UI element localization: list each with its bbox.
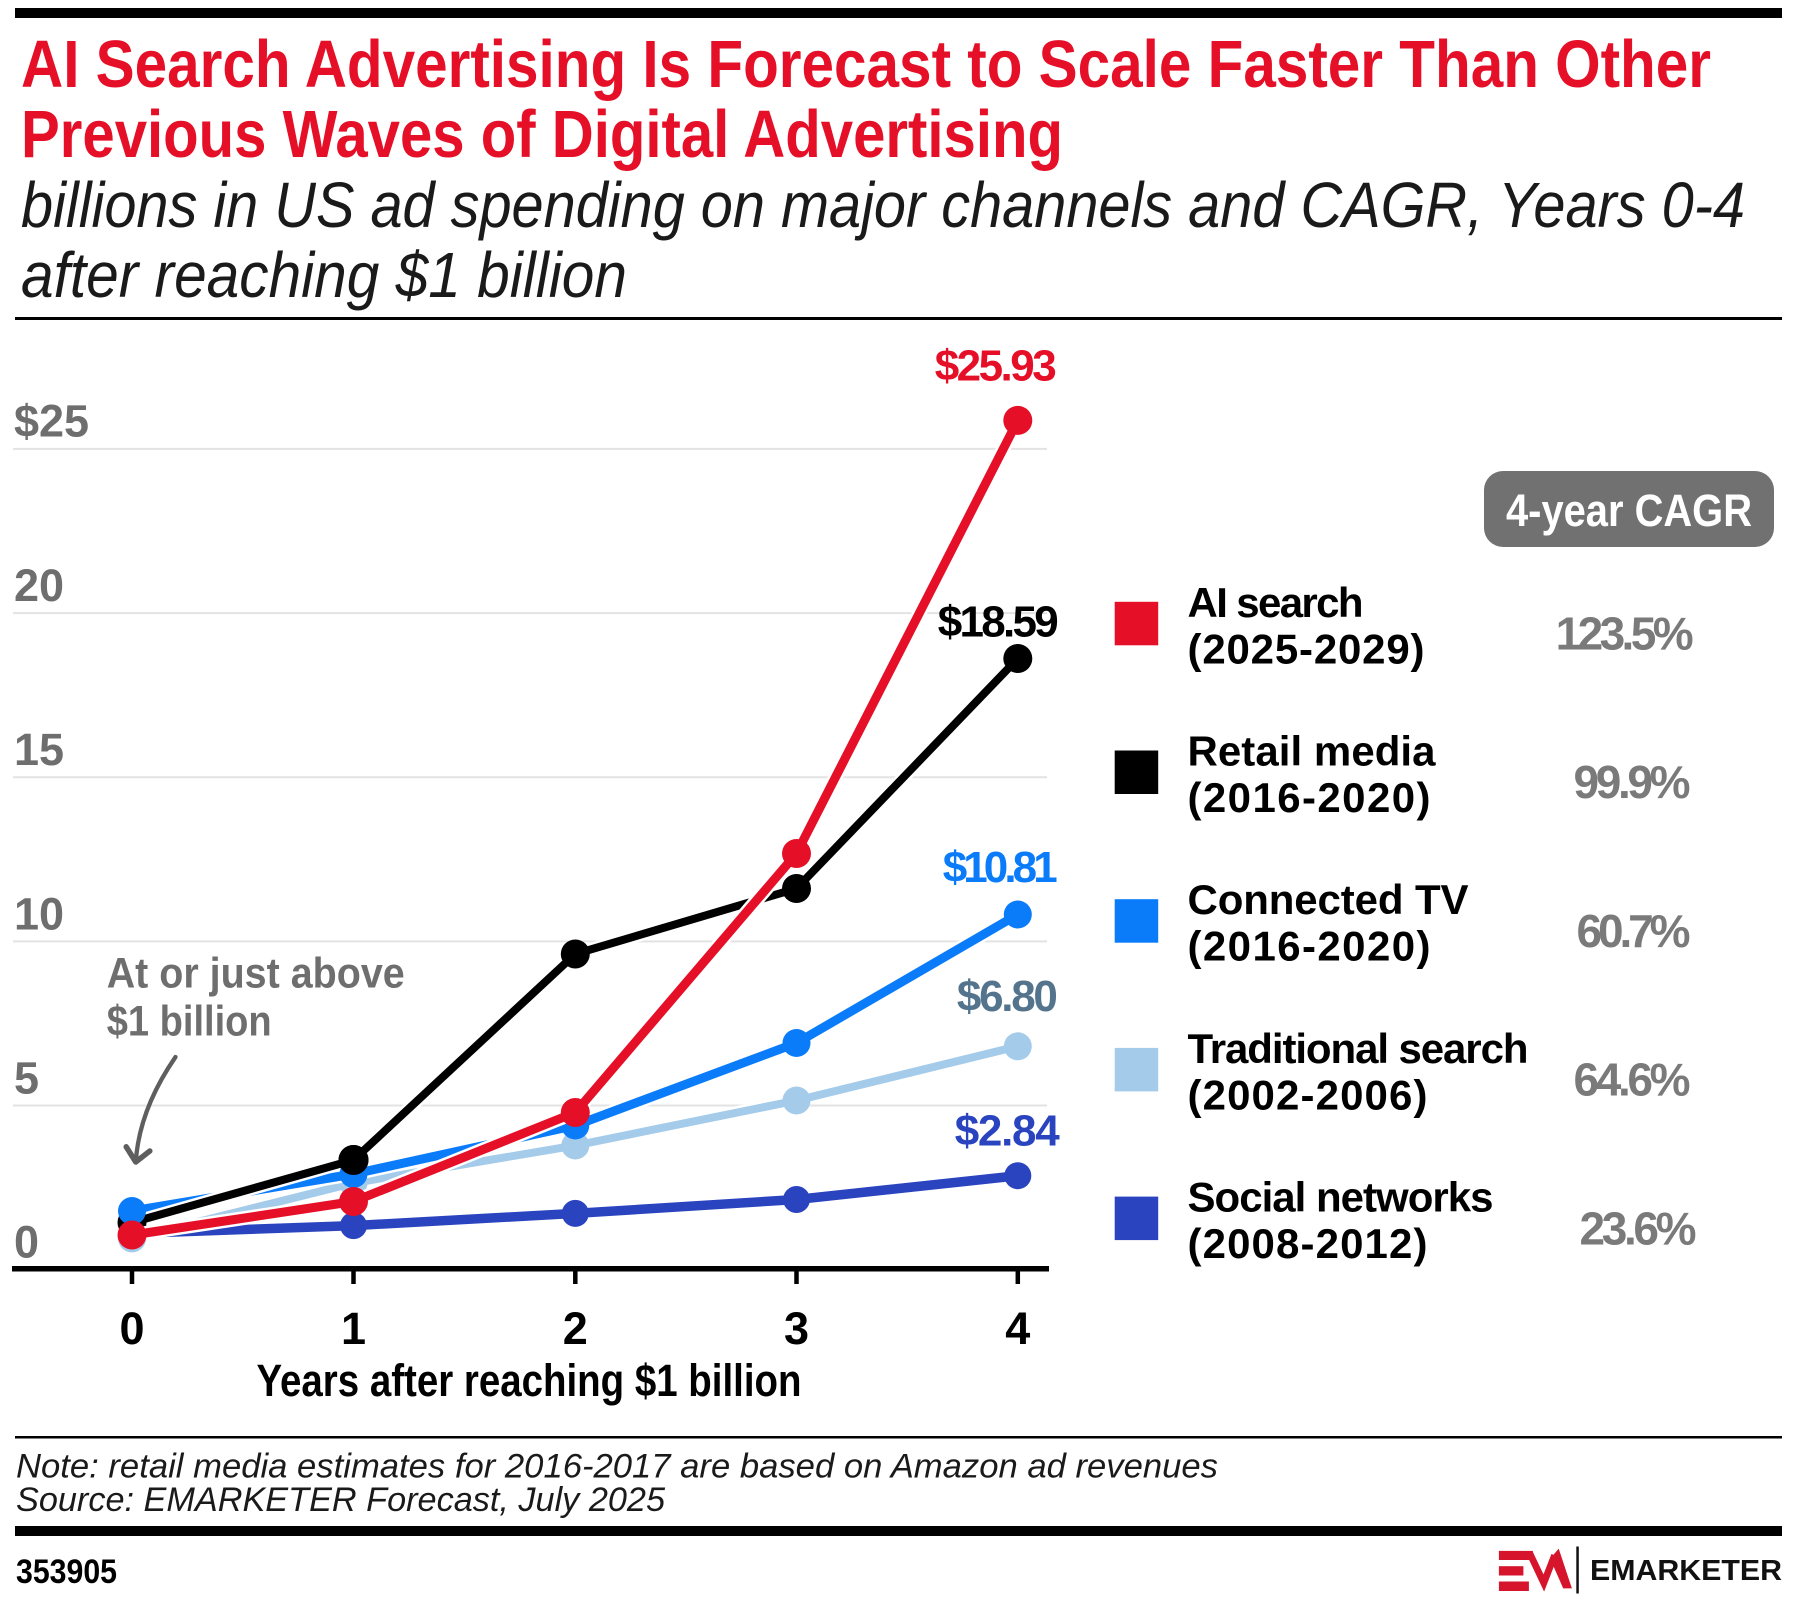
svg-text:123.5%: 123.5% <box>1556 608 1694 660</box>
svg-text:Traditional search: Traditional search <box>1188 1025 1529 1072</box>
svg-text:4-year CAGR: 4-year CAGR <box>1506 485 1752 536</box>
svg-text:$2.84: $2.84 <box>955 1107 1061 1156</box>
svg-text:353905: 353905 <box>16 1553 117 1591</box>
svg-text:20: 20 <box>14 560 64 611</box>
svg-text:billions in US ad spending on: billions in US ad spending on major chan… <box>21 169 1745 241</box>
svg-text:$25.93: $25.93 <box>935 342 1057 391</box>
svg-text:$10.81: $10.81 <box>943 843 1058 892</box>
svg-text:23.6%: 23.6% <box>1580 1202 1697 1254</box>
svg-text:At or just above: At or just above <box>107 951 405 998</box>
svg-text:Retail media: Retail media <box>1188 728 1437 775</box>
svg-text:60.7%: 60.7% <box>1577 905 1691 957</box>
svg-text:(2016-2020): (2016-2020) <box>1188 923 1431 970</box>
svg-text:1: 1 <box>341 1303 366 1354</box>
svg-text:10: 10 <box>14 888 64 939</box>
svg-text:2: 2 <box>563 1303 588 1354</box>
svg-text:Previous Waves of Digital Adve: Previous Waves of Digital Advertising <box>21 97 1063 172</box>
svg-text:(2016-2020): (2016-2020) <box>1188 774 1431 821</box>
svg-text:64.6%: 64.6% <box>1574 1054 1691 1106</box>
svg-text:Note: retail media estimates f: Note: retail media estimates for 2016-20… <box>16 1448 1218 1486</box>
svg-text:after reaching $1 billion: after reaching $1 billion <box>21 239 627 311</box>
svg-text:EMARKETER: EMARKETER <box>1590 1555 1782 1587</box>
svg-text:Years after reaching $1 billio: Years after reaching $1 billion <box>257 1355 802 1406</box>
svg-text:(2002-2006): (2002-2006) <box>1188 1071 1428 1118</box>
svg-text:AI Search Advertising Is Forec: AI Search Advertising Is Forecast to Sca… <box>21 27 1711 102</box>
svg-text:AI search: AI search <box>1188 579 1364 626</box>
svg-text:(2025-2029): (2025-2029) <box>1188 625 1425 672</box>
svg-text:Connected TV: Connected TV <box>1188 876 1469 923</box>
svg-text:99.9%: 99.9% <box>1574 756 1691 808</box>
svg-text:0: 0 <box>14 1217 39 1268</box>
svg-text:$6.80: $6.80 <box>957 972 1058 1021</box>
svg-text:3: 3 <box>784 1303 809 1354</box>
svg-text:15: 15 <box>14 724 64 775</box>
svg-text:Social networks: Social networks <box>1188 1174 1494 1221</box>
svg-text:Source: EMARKETER Forecast, Ju: Source: EMARKETER Forecast, July 2025 <box>16 1481 665 1519</box>
svg-text:$25: $25 <box>14 396 89 447</box>
svg-text:0: 0 <box>119 1303 144 1354</box>
svg-text:5: 5 <box>14 1053 39 1104</box>
svg-text:$18.59: $18.59 <box>938 598 1059 647</box>
svg-text:(2008-2012): (2008-2012) <box>1188 1220 1428 1267</box>
svg-text:4: 4 <box>1005 1303 1030 1354</box>
svg-text:$1 billion: $1 billion <box>107 999 272 1046</box>
